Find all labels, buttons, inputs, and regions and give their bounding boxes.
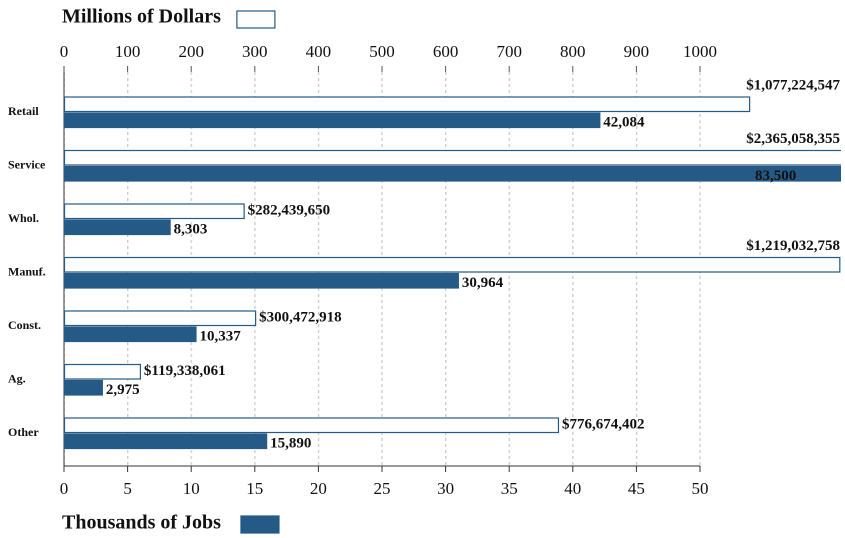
value-label: 83,500 (755, 168, 796, 184)
x-tick-label: 600 (433, 42, 459, 61)
value-label: 30,964 (462, 275, 504, 291)
value-label: 10,337 (199, 328, 241, 344)
x-tick-label: 700 (496, 42, 522, 61)
bar (63, 272, 459, 289)
x2-tick-label: 15 (246, 479, 263, 498)
bar (63, 310, 257, 327)
x-tick-label: 800 (560, 42, 586, 61)
x2-tick-label: 45 (628, 479, 645, 498)
bar (63, 96, 751, 113)
y-tick-label: Other (8, 425, 39, 439)
x2-tick-label: 50 (692, 479, 709, 498)
value-label: 42,084 (603, 114, 645, 130)
bar (63, 112, 601, 129)
value-label: 8,303 (174, 221, 208, 237)
bar (63, 256, 841, 273)
bar (63, 219, 171, 236)
y-tick-label: Service (8, 157, 46, 171)
value-label: $776,674,402 (562, 416, 645, 432)
x-tick-label: 0 (60, 42, 69, 61)
bottom-axis-title: Thousands of Jobs (62, 512, 221, 534)
x2-tick-label: 20 (310, 479, 327, 498)
x2-tick-label: 30 (437, 479, 454, 498)
bar (63, 417, 560, 434)
y-tick-label: Manuf. (8, 264, 46, 278)
x-tick-label: 400 (306, 42, 332, 61)
bar (63, 433, 268, 450)
bar (63, 149, 841, 166)
x2-tick-label: 5 (123, 479, 132, 498)
value-label: 15,890 (270, 435, 311, 451)
value-label: $119,338,061 (144, 363, 226, 379)
y-tick-label: Ag. (8, 371, 26, 385)
x2-tick-label: 40 (564, 479, 581, 498)
bar (63, 203, 245, 220)
x-tick-label: 1000 (683, 42, 717, 61)
x-tick-label: 100 (115, 42, 141, 61)
y-tick-label: Retail (8, 104, 39, 118)
top-axis-title: Millions of Dollars (62, 6, 221, 28)
x-tick-label: 500 (369, 42, 395, 61)
y-tick-label: Const. (8, 318, 41, 332)
x2-tick-label: 0 (60, 479, 69, 498)
bar (63, 363, 141, 380)
x-tick-label: 300 (242, 42, 268, 61)
x2-tick-label: 35 (501, 479, 518, 498)
bar (63, 326, 197, 343)
value-label: $300,472,918 (259, 309, 342, 325)
value-label: $282,439,650 (248, 202, 331, 218)
value-label: $1,219,032,758 (746, 238, 840, 254)
legend-swatch (236, 10, 276, 29)
value-label: $1,077,224,547 (746, 77, 840, 93)
x-tick-label: 200 (178, 42, 204, 61)
value-label: $2,365,058,355 (746, 131, 840, 147)
x2-tick-label: 10 (183, 479, 200, 498)
x-tick-label: 900 (624, 42, 650, 61)
y-tick-label: Whol. (8, 211, 39, 225)
bar (63, 379, 103, 396)
bar (63, 165, 841, 182)
bars (63, 96, 841, 450)
legend-swatch (240, 515, 280, 534)
x2-tick-label: 25 (374, 479, 391, 498)
value-label: 2,975 (106, 382, 140, 398)
